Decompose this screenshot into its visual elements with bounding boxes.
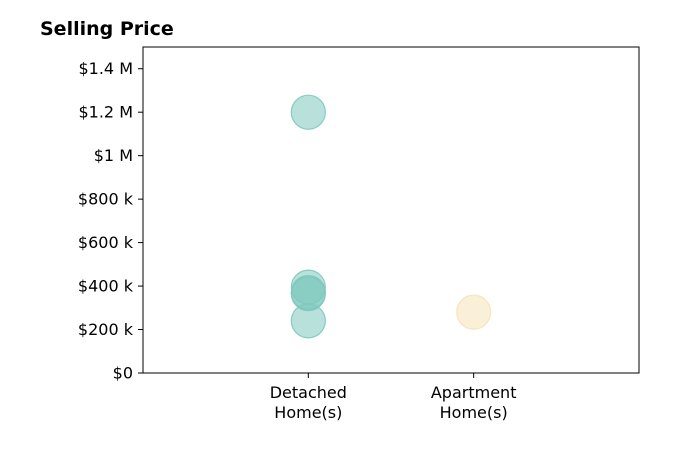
x-tick-label-line: Home(s) [440,403,508,422]
points-layer [290,94,492,339]
y-tick-label: $1.4 M [78,59,133,78]
y-tick-label: $400 k [78,277,134,296]
x-tick-label-line: Apartment [431,383,517,402]
data-point [456,294,492,330]
y-tick-label: $800 k [78,190,134,209]
y-tick-label: $200 k [78,320,134,339]
y-tick-label: $0 [113,364,133,383]
y-tick-label: $1.2 M [78,103,133,122]
x-tick-label: Detached Home(s) [270,383,347,422]
y-tick-label: $1 M [94,146,133,165]
x-tick-label-line: Home(s) [274,403,342,422]
plot-frame [142,46,640,374]
data-point [290,303,326,339]
chart-title: Selling Price [40,18,174,40]
y-tick-label: $600 k [78,233,134,252]
x-tick-label-line: Detached [270,383,347,402]
y-axis: $0 $200 k $400 k $600 k $800 k $1 M $1.2 M $1.4… [78,59,143,383]
data-point [290,94,326,130]
x-axis: Detached Home(s)Apartment Home(s) [270,373,517,422]
x-tick-label: Apartment Home(s) [431,383,517,422]
